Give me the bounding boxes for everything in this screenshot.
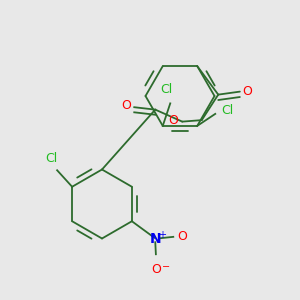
Text: O: O: [177, 230, 187, 243]
Text: O: O: [122, 99, 131, 112]
Text: +: +: [158, 230, 166, 240]
Text: O: O: [169, 114, 178, 127]
Text: O: O: [242, 85, 252, 98]
Text: O: O: [151, 263, 161, 276]
Text: Cl: Cl: [160, 83, 173, 96]
Text: Cl: Cl: [46, 152, 58, 165]
Text: N: N: [150, 232, 162, 246]
Text: −: −: [163, 262, 171, 272]
Text: Cl: Cl: [221, 104, 233, 117]
